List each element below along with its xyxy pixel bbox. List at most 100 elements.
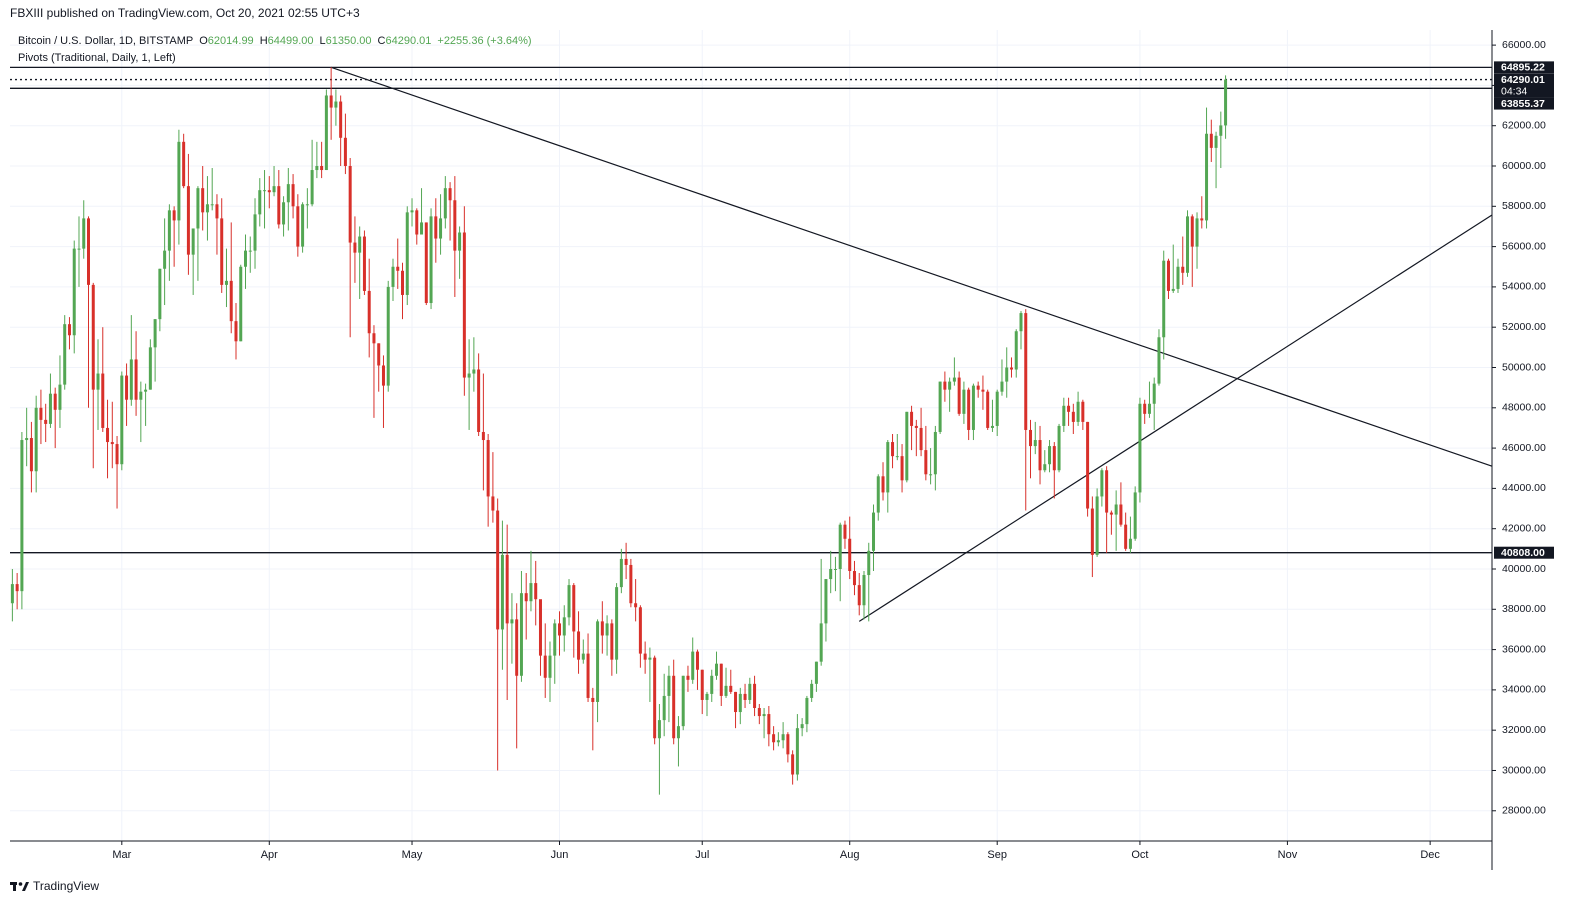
candle-body bbox=[1186, 216, 1190, 273]
candle-body bbox=[58, 384, 62, 410]
candle-body bbox=[1200, 218, 1204, 221]
candle-body bbox=[724, 685, 728, 696]
candle-body bbox=[39, 407, 43, 420]
y-tick-label: 62000.00 bbox=[1502, 119, 1546, 131]
candle-body bbox=[286, 184, 290, 203]
candle-body bbox=[296, 206, 300, 247]
candle-body bbox=[543, 655, 547, 678]
candle-body bbox=[700, 669, 704, 700]
candle-body bbox=[1138, 403, 1142, 493]
candle-body bbox=[458, 232, 462, 251]
indicator-label: Pivots (Traditional, Daily, 1, Left) bbox=[18, 52, 176, 64]
candle-body bbox=[353, 242, 357, 253]
candle-body bbox=[420, 222, 424, 235]
candle-body bbox=[529, 583, 533, 602]
y-tick-label: 50000.00 bbox=[1502, 361, 1546, 373]
candle-body bbox=[857, 585, 861, 606]
candle-body bbox=[615, 587, 619, 660]
candle-body bbox=[172, 210, 176, 221]
candle-body bbox=[662, 695, 666, 721]
candle-body bbox=[334, 101, 338, 108]
candle-body bbox=[653, 657, 657, 739]
candle-body bbox=[1114, 504, 1118, 515]
candle-body bbox=[1205, 133, 1209, 221]
x-tick-label: May bbox=[402, 849, 423, 861]
candle-body bbox=[491, 496, 495, 511]
candle-body bbox=[719, 663, 723, 696]
price-tag-label: 40808.00 bbox=[1501, 547, 1545, 559]
candle-body bbox=[477, 369, 481, 432]
candle-body bbox=[434, 216, 438, 239]
candle-body bbox=[177, 141, 181, 221]
candle-body bbox=[96, 373, 100, 390]
candle-body bbox=[538, 599, 542, 656]
y-tick-label: 54000.00 bbox=[1502, 281, 1546, 293]
y-tick-label: 52000.00 bbox=[1502, 321, 1546, 333]
candle-body bbox=[829, 568, 833, 580]
symbol-title: Bitcoin / U.S. Dollar, 1D, BITSTAMP bbox=[18, 35, 193, 47]
candle-body bbox=[676, 726, 680, 739]
price-tag-countdown: 04:34 bbox=[1501, 85, 1527, 97]
candle-body bbox=[852, 571, 856, 586]
candle-body bbox=[386, 286, 390, 386]
price-tag-label: 63855.37 bbox=[1501, 98, 1545, 110]
trend-line bbox=[858, 214, 1493, 622]
candle-body bbox=[919, 427, 923, 451]
candle-body bbox=[819, 623, 823, 662]
brand: TradingView bbox=[33, 879, 99, 893]
candle-body bbox=[224, 280, 228, 285]
candle-body bbox=[110, 442, 114, 445]
candle-body bbox=[981, 389, 985, 392]
y-tick-label: 42000.00 bbox=[1502, 522, 1546, 534]
candle-body bbox=[244, 250, 248, 267]
candle-body bbox=[914, 425, 918, 428]
candle-body bbox=[305, 204, 309, 206]
candle-body bbox=[1219, 125, 1223, 136]
candle-body bbox=[15, 584, 19, 592]
candle-body bbox=[519, 593, 523, 676]
candle-body bbox=[876, 476, 880, 513]
candle-body bbox=[215, 204, 219, 219]
candle-body bbox=[781, 734, 785, 741]
candle-body bbox=[643, 653, 647, 660]
candle-body bbox=[976, 385, 980, 390]
candle-body bbox=[324, 95, 328, 171]
candle-body bbox=[253, 214, 257, 251]
candle-body bbox=[439, 218, 443, 239]
candle-body bbox=[134, 359, 138, 400]
candle-body bbox=[872, 512, 876, 551]
candle-body bbox=[567, 585, 571, 618]
candle-body bbox=[691, 651, 695, 680]
candle-body bbox=[510, 619, 514, 624]
candle-body bbox=[1105, 470, 1109, 513]
candle-body bbox=[929, 474, 933, 476]
candle-body bbox=[1067, 405, 1071, 412]
candle-body bbox=[196, 188, 200, 229]
candle-body bbox=[800, 724, 804, 729]
candle-body bbox=[486, 440, 490, 497]
candle-body bbox=[343, 137, 347, 167]
candle-body bbox=[686, 675, 690, 680]
candle-body bbox=[1057, 425, 1061, 471]
candle-body bbox=[905, 411, 909, 481]
candle-body bbox=[753, 683, 757, 709]
candle-body bbox=[729, 685, 733, 692]
candle-body bbox=[848, 538, 852, 572]
candle-body bbox=[1029, 429, 1033, 447]
candle-body bbox=[891, 442, 895, 457]
candle-body bbox=[101, 373, 105, 428]
candle-body bbox=[462, 232, 466, 378]
candle-body bbox=[1181, 266, 1185, 273]
candle-body bbox=[833, 568, 837, 570]
candle-body bbox=[358, 236, 362, 253]
candle-body bbox=[1162, 260, 1166, 338]
y-tick-label: 66000.00 bbox=[1502, 39, 1546, 51]
candle-body bbox=[805, 697, 809, 725]
x-tick-label: Nov bbox=[1278, 849, 1298, 861]
candle-body bbox=[814, 661, 818, 684]
candle-body bbox=[948, 381, 952, 390]
candle-body bbox=[748, 683, 752, 700]
candle-body bbox=[87, 218, 91, 285]
candle-body bbox=[381, 365, 385, 386]
